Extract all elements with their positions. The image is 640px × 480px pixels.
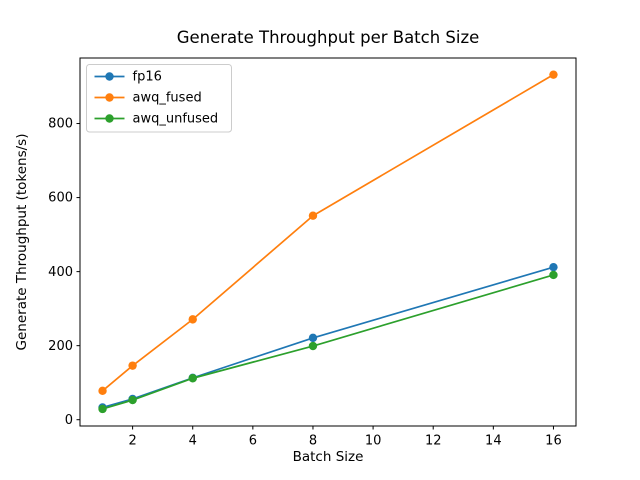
data-point xyxy=(308,341,318,351)
data-point xyxy=(549,270,558,280)
legend-label: awq_fused xyxy=(133,91,202,106)
legend-label: awq_unfused xyxy=(133,112,219,127)
x-tick-label: 4 xyxy=(189,434,197,449)
data-point xyxy=(188,315,197,324)
series-line xyxy=(102,274,554,410)
data-point xyxy=(128,361,137,370)
y-tick-label: 200 xyxy=(48,339,73,354)
x-tick-label: 2 xyxy=(128,434,136,449)
data-point xyxy=(549,262,558,272)
x-tick-label: 12 xyxy=(425,434,442,449)
y-tick-label: 600 xyxy=(48,191,73,206)
x-axis-label: Batch Size xyxy=(292,449,364,465)
series-awq_unfused xyxy=(98,270,558,414)
x-tick-label: 14 xyxy=(485,434,502,449)
x-tick-label: 6 xyxy=(249,434,257,449)
y-tick-label: 400 xyxy=(48,265,73,280)
x-axis-ticks: 2 4 6 8 10 12 14 16 xyxy=(128,426,562,449)
data-point xyxy=(308,333,318,343)
x-tick-label: 16 xyxy=(545,434,562,449)
x-tick-label: 8 xyxy=(309,434,317,449)
y-tick-label: 0 xyxy=(65,413,73,428)
legend-marker xyxy=(105,114,114,123)
data-point xyxy=(308,211,318,220)
series-fp16 xyxy=(98,262,558,412)
y-tick-label: 800 xyxy=(48,117,73,132)
y-axis-ticks: 0 200 400 600 800 xyxy=(48,117,80,428)
chart-title: Generate Throughput per Batch Size xyxy=(176,28,480,47)
legend: fp16 awq_fused awq_unfused xyxy=(86,64,232,133)
legend-label: fp16 xyxy=(133,70,162,85)
data-point xyxy=(188,374,197,383)
data-point xyxy=(128,395,137,405)
series-awq_fused xyxy=(98,70,558,396)
legend-marker xyxy=(105,72,114,81)
data-point xyxy=(98,404,107,414)
plot-border xyxy=(79,57,577,427)
data-point xyxy=(98,386,107,396)
legend-marker xyxy=(105,93,114,102)
data-point xyxy=(549,70,558,79)
legend-box xyxy=(86,64,232,133)
x-tick-label: 10 xyxy=(365,434,382,449)
